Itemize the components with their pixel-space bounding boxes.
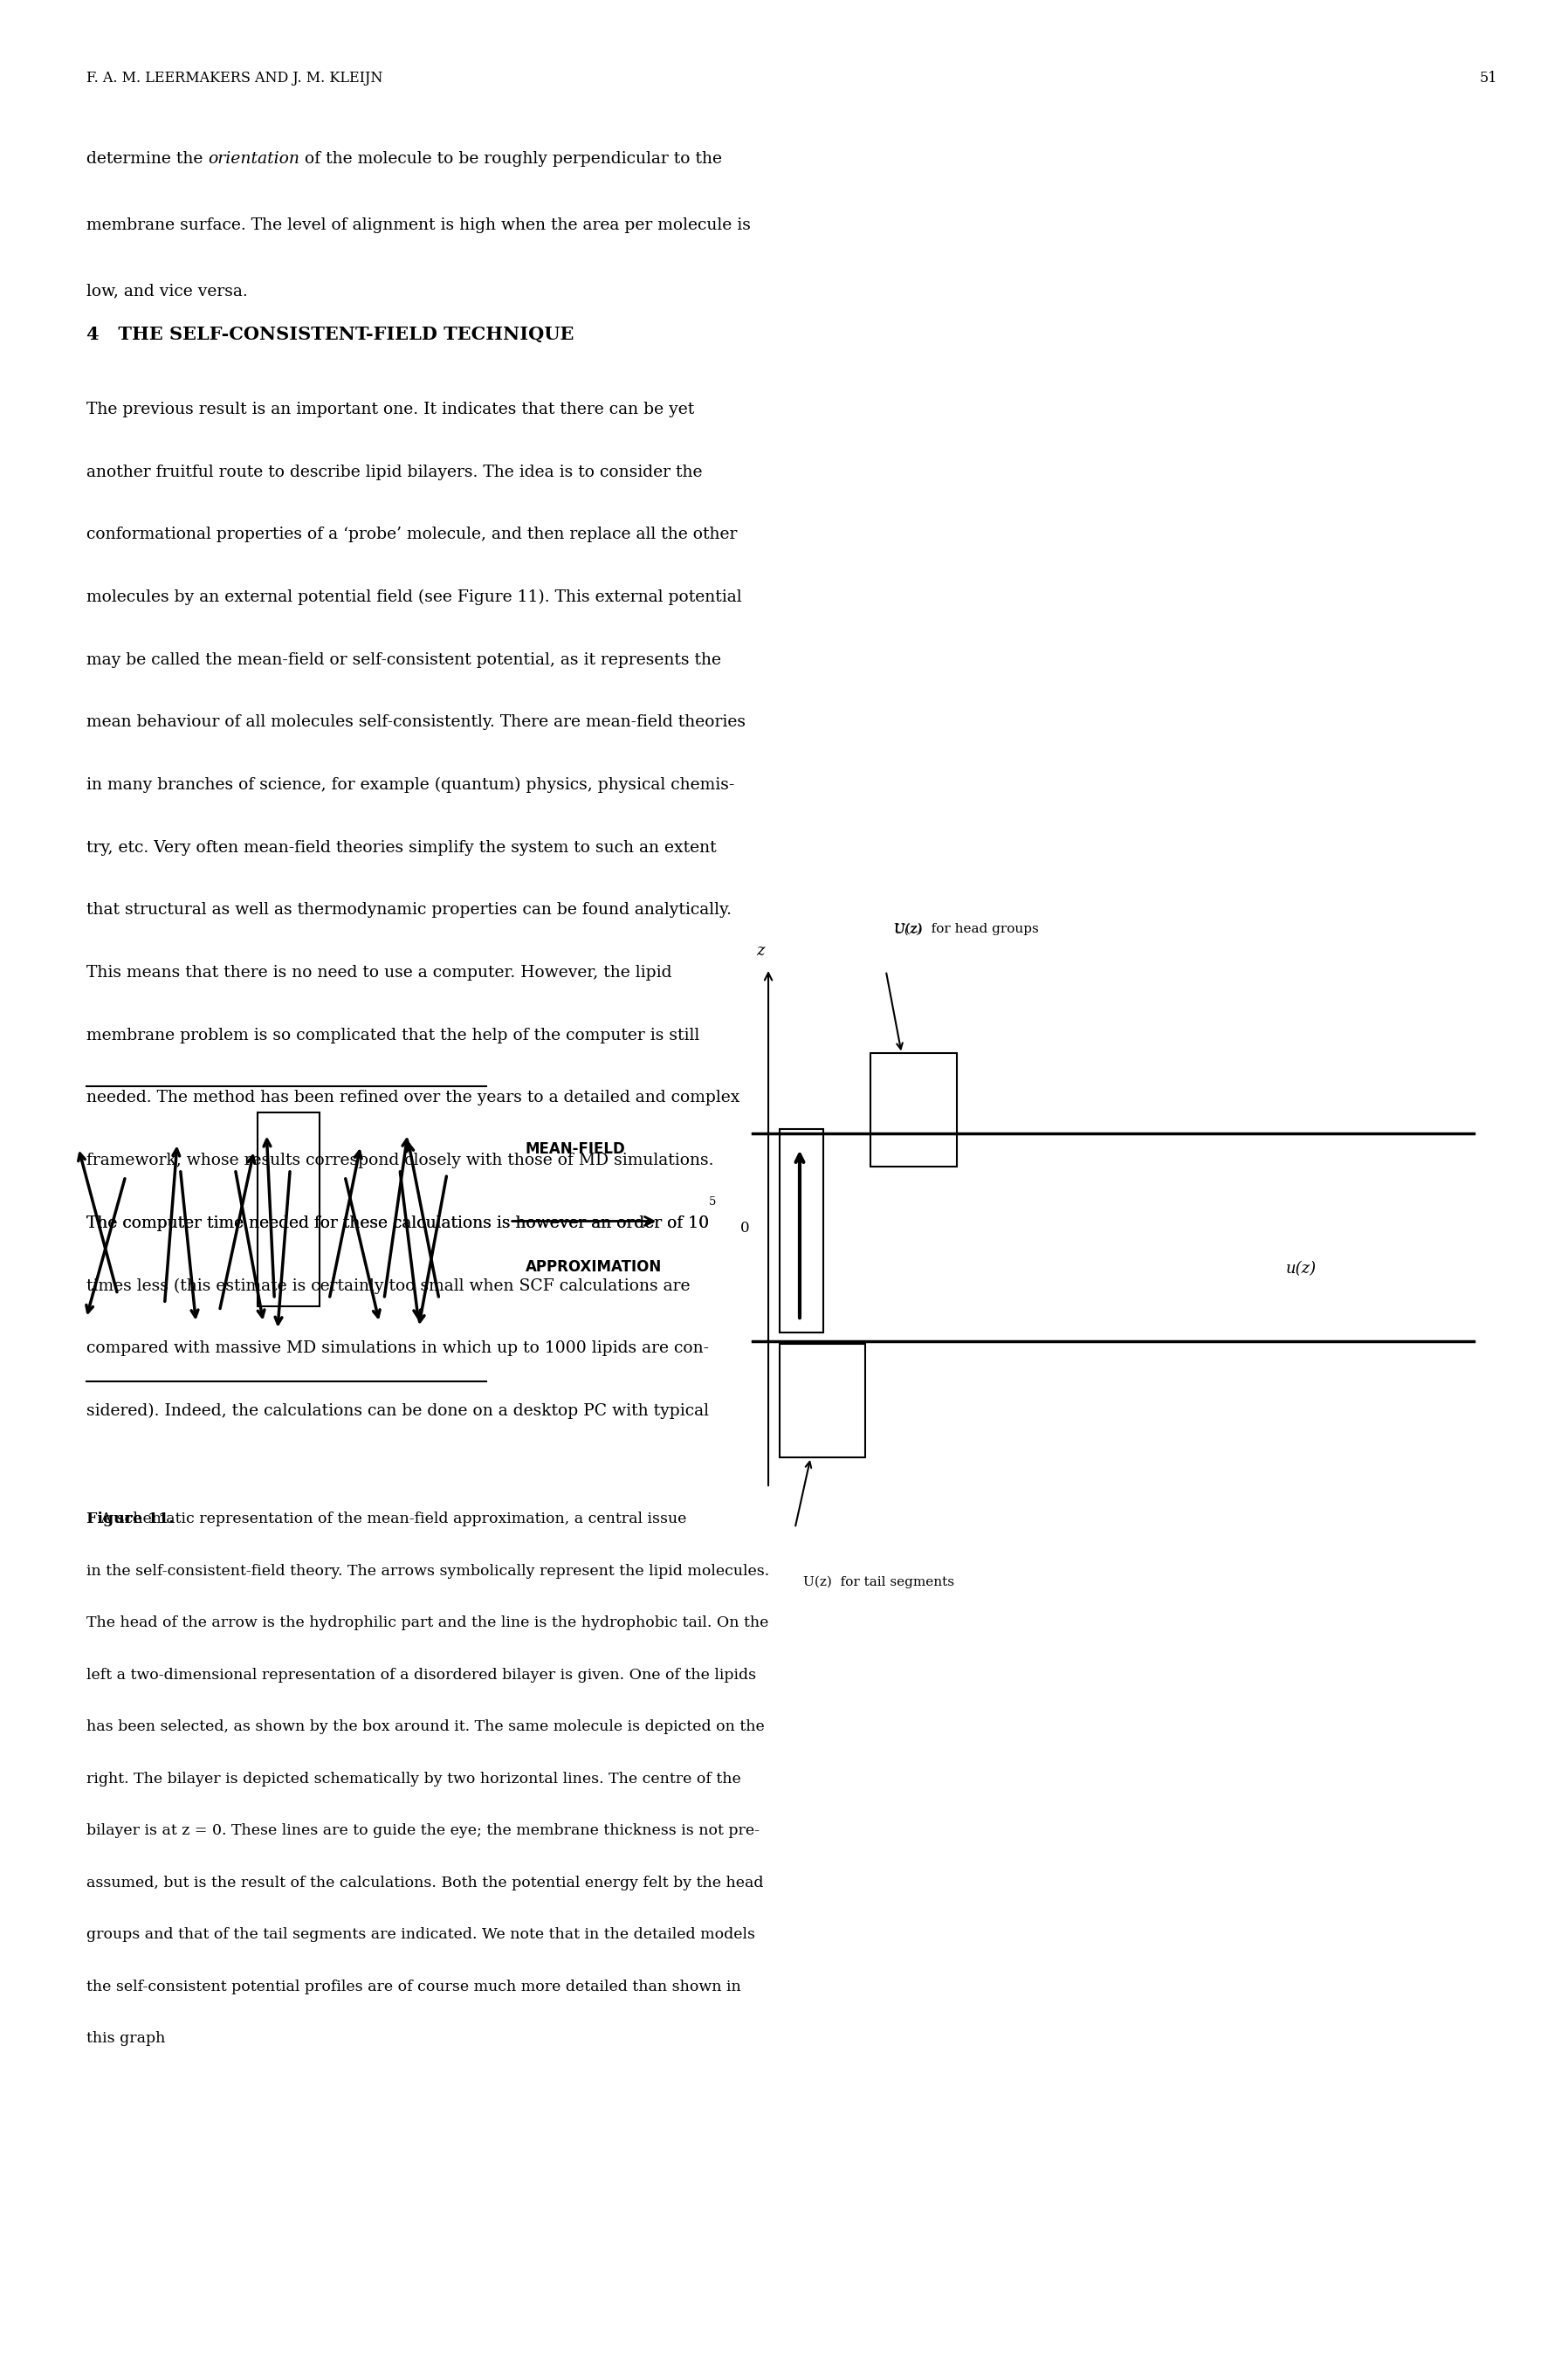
Text: u(z): u(z) (1286, 1261, 1317, 1275)
Text: 4   THE SELF-CONSISTENT-FIELD TECHNIQUE: 4 THE SELF-CONSISTENT-FIELD TECHNIQUE (86, 326, 574, 342)
Bar (779, 1129, 823, 1332)
Text: left a two-dimensional representation of a disordered bilayer is given. One of t: left a two-dimensional representation of… (86, 1668, 756, 1682)
Text: mean behaviour of all molecules self-consistently. There are mean-field theories: mean behaviour of all molecules self-con… (86, 713, 745, 730)
Text: in many branches of science, for example (quantum) physics, physical chemis-: in many branches of science, for example… (86, 777, 734, 794)
Text: The computer time needed for these calculations is however an order of 10: The computer time needed for these calcu… (86, 1216, 709, 1231)
Text: times less (this estimate is certainly too small when SCF calculations are: times less (this estimate is certainly t… (86, 1278, 690, 1294)
Text: may be called the mean-field or self-consistent potential, as it represents the: may be called the mean-field or self-con… (86, 652, 721, 668)
Text: determine the: determine the (86, 151, 209, 168)
Text: framework, whose results correspond closely with those of MD simulations.: framework, whose results correspond clos… (86, 1153, 713, 1169)
Text: low, and vice versa.: low, and vice versa. (86, 283, 248, 300)
Text: molecules by an external potential field (see Figure 11). This external potentia: molecules by an external potential field… (86, 590, 742, 605)
Text: The computer time needed for these calculations is however an order of 10: The computer time needed for these calcu… (86, 1216, 709, 1231)
Text: 0: 0 (740, 1221, 750, 1235)
Text: orientation: orientation (209, 151, 299, 168)
Text: of the molecule to be roughly perpendicular to the: of the molecule to be roughly perpendicu… (299, 151, 723, 168)
Text: U(z): U(z) (894, 924, 922, 935)
Text: MEAN-FIELD: MEAN-FIELD (525, 1141, 626, 1157)
Text: A schematic representation of the mean-field approximation, a central issue: A schematic representation of the mean-f… (86, 1512, 687, 1526)
Text: 5: 5 (709, 1195, 717, 1207)
Text: U(z)  for tail segments: U(z) for tail segments (803, 1575, 953, 1587)
Text: try, etc. Very often mean-field theories simplify the system to such an extent: try, etc. Very often mean-field theories… (86, 841, 717, 855)
Text: The previous result is an important one. It indicates that there can be yet: The previous result is an important one.… (86, 402, 695, 418)
Text: The head of the arrow is the hydrophilic part and the line is the hydrophobic ta: The head of the arrow is the hydrophilic… (86, 1616, 768, 1630)
Text: membrane problem is so complicated that the help of the computer is still: membrane problem is so complicated that … (86, 1027, 699, 1044)
Text: has been selected, as shown by the box around it. The same molecule is depicted : has been selected, as shown by the box a… (86, 1720, 764, 1734)
Bar (257, 1113, 320, 1306)
Text: in the self-consistent-field theory. The arrows symbolically represent the lipid: in the self-consistent-field theory. The… (86, 1564, 770, 1578)
Text: F. A. M. LEERMAKERS AND J. M. KLEIJN: F. A. M. LEERMAKERS AND J. M. KLEIJN (86, 71, 383, 85)
Text: groups and that of the tail segments are indicated. We note that in the detailed: groups and that of the tail segments are… (86, 1927, 756, 1942)
Text: the self-consistent potential profiles are of course much more detailed than sho: the self-consistent potential profiles a… (86, 1979, 740, 1994)
Bar (870, 1053, 956, 1167)
Text: U(z)  for head groups: U(z) for head groups (894, 924, 1038, 935)
Text: z: z (756, 942, 765, 959)
Text: membrane surface. The level of alignment is high when the area per molecule is: membrane surface. The level of alignment… (86, 217, 751, 234)
Text: this graph: this graph (86, 2031, 165, 2045)
Bar (779, 1344, 866, 1457)
Text: compared with massive MD simulations in which up to 1000 lipids are con-: compared with massive MD simulations in … (86, 1342, 709, 1356)
Text: that structural as well as thermodynamic properties can be found analytically.: that structural as well as thermodynamic… (86, 902, 731, 919)
Text: sidered). Indeed, the calculations can be done on a desktop PC with typical: sidered). Indeed, the calculations can b… (86, 1403, 709, 1420)
Text: needed. The method has been refined over the years to a detailed and complex: needed. The method has been refined over… (86, 1091, 740, 1105)
Text: Figure 11.: Figure 11. (86, 1512, 174, 1526)
Text: This means that there is no need to use a computer. However, the lipid: This means that there is no need to use … (86, 966, 671, 980)
Text: assumed, but is the result of the calculations. Both the potential energy felt b: assumed, but is the result of the calcul… (86, 1875, 764, 1890)
Text: another fruitful route to describe lipid bilayers. The idea is to consider the: another fruitful route to describe lipid… (86, 463, 702, 479)
Text: 51: 51 (1480, 71, 1497, 85)
Text: APPROXIMATION: APPROXIMATION (525, 1259, 662, 1275)
Text: bilayer is at z = 0. These lines are to guide the eye; the membrane thickness is: bilayer is at z = 0. These lines are to … (86, 1823, 759, 1838)
Text: right. The bilayer is depicted schematically by two horizontal lines. The centre: right. The bilayer is depicted schematic… (86, 1772, 740, 1786)
Text: conformational properties of a ‘probe’ molecule, and then replace all the other: conformational properties of a ‘probe’ m… (86, 527, 737, 543)
